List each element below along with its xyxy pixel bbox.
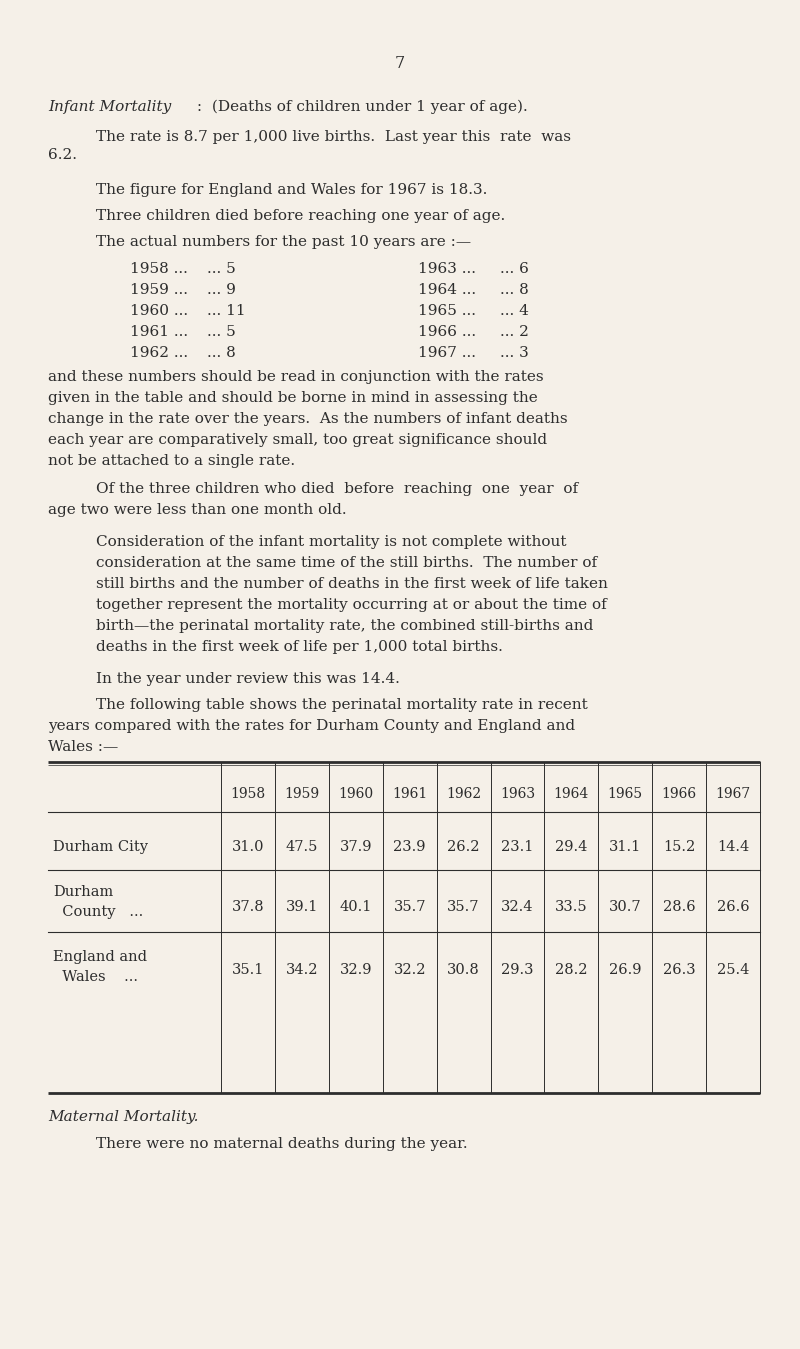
Text: 35.1: 35.1 bbox=[232, 963, 264, 977]
Text: 30.8: 30.8 bbox=[447, 963, 480, 977]
Text: 15.2: 15.2 bbox=[663, 840, 695, 854]
Text: 26.3: 26.3 bbox=[663, 963, 695, 977]
Text: The actual numbers for the past 10 years are :—: The actual numbers for the past 10 years… bbox=[96, 235, 471, 250]
Text: 1958 ...: 1958 ... bbox=[130, 262, 188, 277]
Text: :  (Deaths of children under 1 year of age).: : (Deaths of children under 1 year of ag… bbox=[192, 100, 528, 115]
Text: 26.6: 26.6 bbox=[717, 900, 750, 915]
Text: 23.1: 23.1 bbox=[502, 840, 534, 854]
Text: 28.2: 28.2 bbox=[555, 963, 587, 977]
Text: ... 2: ... 2 bbox=[500, 325, 529, 339]
Text: 1965 ...: 1965 ... bbox=[418, 304, 476, 318]
Text: 40.1: 40.1 bbox=[339, 900, 372, 915]
Text: 1961: 1961 bbox=[392, 786, 427, 801]
Text: 37.8: 37.8 bbox=[232, 900, 264, 915]
Text: 30.7: 30.7 bbox=[609, 900, 642, 915]
Text: 28.6: 28.6 bbox=[663, 900, 695, 915]
Text: 7: 7 bbox=[395, 55, 405, 71]
Text: 29.3: 29.3 bbox=[501, 963, 534, 977]
Text: Wales :—: Wales :— bbox=[48, 741, 118, 754]
Text: 1964 ...: 1964 ... bbox=[418, 283, 476, 297]
Text: 32.2: 32.2 bbox=[394, 963, 426, 977]
Text: Durham: Durham bbox=[53, 885, 114, 898]
Text: County   ...: County ... bbox=[53, 905, 143, 919]
Text: deaths in the first week of life per 1,000 total births.: deaths in the first week of life per 1,0… bbox=[96, 639, 503, 654]
Text: There were no maternal deaths during the year.: There were no maternal deaths during the… bbox=[96, 1137, 468, 1151]
Text: birth—the perinatal mortality rate, the combined still-births and: birth—the perinatal mortality rate, the … bbox=[96, 619, 594, 633]
Text: consideration at the same time of the still births.  The number of: consideration at the same time of the st… bbox=[96, 556, 597, 571]
Text: 1967: 1967 bbox=[715, 786, 750, 801]
Text: ... 9: ... 9 bbox=[207, 283, 236, 297]
Text: Three children died before reaching one year of age.: Three children died before reaching one … bbox=[96, 209, 506, 223]
Text: 1966 ...: 1966 ... bbox=[418, 325, 476, 339]
Text: still births and the number of deaths in the first week of life taken: still births and the number of deaths in… bbox=[96, 577, 608, 591]
Text: age two were less than one month old.: age two were less than one month old. bbox=[48, 503, 346, 517]
Text: 1961 ...: 1961 ... bbox=[130, 325, 188, 339]
Text: Wales    ...: Wales ... bbox=[53, 970, 138, 983]
Text: 23.9: 23.9 bbox=[394, 840, 426, 854]
Text: 1962 ...: 1962 ... bbox=[130, 345, 188, 360]
Text: England and: England and bbox=[53, 950, 147, 965]
Text: 1963 ...: 1963 ... bbox=[418, 262, 476, 277]
Text: 32.4: 32.4 bbox=[501, 900, 534, 915]
Text: ... 6: ... 6 bbox=[500, 262, 529, 277]
Text: 35.7: 35.7 bbox=[447, 900, 480, 915]
Text: 1960 ...: 1960 ... bbox=[130, 304, 188, 318]
Text: not be attached to a single rate.: not be attached to a single rate. bbox=[48, 455, 295, 468]
Text: 1959: 1959 bbox=[284, 786, 319, 801]
Text: The figure for England and Wales for 1967 is 18.3.: The figure for England and Wales for 196… bbox=[96, 183, 487, 197]
Text: 37.9: 37.9 bbox=[339, 840, 372, 854]
Text: The following table shows the perinatal mortality rate in recent: The following table shows the perinatal … bbox=[96, 697, 588, 712]
Text: 33.5: 33.5 bbox=[555, 900, 588, 915]
Text: and these numbers should be read in conjunction with the rates: and these numbers should be read in conj… bbox=[48, 370, 544, 384]
Text: ... 5: ... 5 bbox=[207, 325, 236, 339]
Text: Of the three children who died  before  reaching  one  year  of: Of the three children who died before re… bbox=[96, 482, 578, 496]
Text: ... 8: ... 8 bbox=[207, 345, 236, 360]
Text: 39.1: 39.1 bbox=[286, 900, 318, 915]
Text: 1963: 1963 bbox=[500, 786, 535, 801]
Text: ... 4: ... 4 bbox=[500, 304, 529, 318]
Text: 26.9: 26.9 bbox=[609, 963, 642, 977]
Text: 31.0: 31.0 bbox=[232, 840, 264, 854]
Text: 1964: 1964 bbox=[554, 786, 589, 801]
Text: 26.2: 26.2 bbox=[447, 840, 480, 854]
Text: 32.9: 32.9 bbox=[339, 963, 372, 977]
Text: The rate is 8.7 per 1,000 live births.  Last year this  rate  was: The rate is 8.7 per 1,000 live births. L… bbox=[96, 130, 571, 144]
Text: each year are comparatively small, too great significance should: each year are comparatively small, too g… bbox=[48, 433, 547, 447]
Text: 29.4: 29.4 bbox=[555, 840, 587, 854]
Text: change in the rate over the years.  As the numbers of infant deaths: change in the rate over the years. As th… bbox=[48, 411, 568, 426]
Text: Infant Mortality: Infant Mortality bbox=[48, 100, 171, 115]
Text: In the year under review this was 14.4.: In the year under review this was 14.4. bbox=[96, 672, 400, 687]
Text: 1958: 1958 bbox=[230, 786, 266, 801]
Text: 1960: 1960 bbox=[338, 786, 374, 801]
Text: given in the table and should be borne in mind in assessing the: given in the table and should be borne i… bbox=[48, 391, 538, 405]
Text: Consideration of the infant mortality is not complete without: Consideration of the infant mortality is… bbox=[96, 536, 566, 549]
Text: 25.4: 25.4 bbox=[717, 963, 750, 977]
Text: 14.4: 14.4 bbox=[717, 840, 749, 854]
Text: 1962: 1962 bbox=[446, 786, 481, 801]
Text: years compared with the rates for Durham County and England and: years compared with the rates for Durham… bbox=[48, 719, 575, 733]
Text: 1966: 1966 bbox=[662, 786, 697, 801]
Text: 1965: 1965 bbox=[608, 786, 643, 801]
Text: 34.2: 34.2 bbox=[286, 963, 318, 977]
Text: ... 3: ... 3 bbox=[500, 345, 529, 360]
Text: ... 11: ... 11 bbox=[207, 304, 246, 318]
Text: Durham City: Durham City bbox=[53, 840, 148, 854]
Text: 1959 ...: 1959 ... bbox=[130, 283, 188, 297]
Text: 35.7: 35.7 bbox=[394, 900, 426, 915]
Text: ... 5: ... 5 bbox=[207, 262, 236, 277]
Text: ... 8: ... 8 bbox=[500, 283, 529, 297]
Text: Maternal Mortality.: Maternal Mortality. bbox=[48, 1110, 198, 1124]
Text: 47.5: 47.5 bbox=[286, 840, 318, 854]
Text: 1967 ...: 1967 ... bbox=[418, 345, 476, 360]
Text: 6.2.: 6.2. bbox=[48, 148, 77, 162]
Text: 31.1: 31.1 bbox=[609, 840, 642, 854]
Text: together represent the mortality occurring at or about the time of: together represent the mortality occurri… bbox=[96, 598, 606, 612]
